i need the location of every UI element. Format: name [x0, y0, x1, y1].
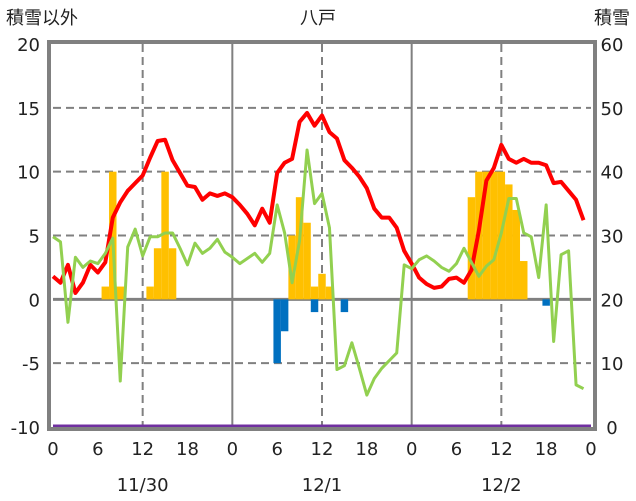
- yellow-bar: [109, 171, 117, 300]
- yellow-bar: [303, 222, 311, 300]
- lines: [51, 110, 591, 428]
- left-tick-label: -10: [11, 418, 40, 439]
- x-tick-label: 6: [451, 439, 462, 460]
- x-tick-label: 12: [311, 439, 334, 460]
- x-tick-label: 6: [271, 439, 282, 460]
- right-tick-label: 50: [601, 99, 624, 120]
- yellow-bar: [310, 286, 319, 300]
- blue-bar: [273, 299, 281, 364]
- blue-bar: [542, 299, 550, 306]
- yellow-bar: [153, 248, 162, 300]
- right-tick-label: 10: [601, 354, 624, 375]
- yellow-bar: [325, 286, 334, 300]
- x-tick-label: 18: [355, 439, 378, 460]
- left-axis-title: 積雪以外: [6, 8, 78, 29]
- date-label: 12/1: [302, 475, 342, 496]
- x-tick-label: 12: [131, 439, 154, 460]
- plot-border: [47, 40, 597, 431]
- right-tick-label: 20: [601, 290, 624, 311]
- red-series-line: [51, 110, 586, 295]
- yellow-bar: [467, 197, 476, 300]
- yellow-bar: [146, 286, 154, 300]
- right-axis-title: 積雪: [594, 8, 630, 29]
- right-tick-label: 30: [601, 227, 624, 248]
- yellow-bar: [520, 261, 528, 300]
- blue-bar: [280, 299, 289, 332]
- plot-frame: [47, 40, 597, 431]
- yellow-bar: [490, 171, 498, 300]
- x-tick-label: 0: [227, 439, 238, 460]
- x-tick-label: 6: [92, 439, 103, 460]
- left-tick-label: 0: [29, 290, 40, 311]
- x-tick-label: 18: [535, 439, 558, 460]
- yellow-bar: [161, 171, 169, 300]
- left-tick-label: 5: [29, 227, 40, 248]
- right-tick-label: 0: [606, 418, 617, 439]
- chart-title: 八戸: [300, 8, 336, 29]
- right-tick-label: 60: [601, 35, 624, 56]
- yellow-bar: [318, 273, 326, 300]
- yellow-bar: [116, 286, 124, 300]
- left-tick-label: 20: [17, 35, 40, 56]
- x-tick-label: 18: [176, 439, 199, 460]
- yellow-bar: [288, 235, 296, 300]
- x-tick-label: 0: [406, 439, 417, 460]
- date-label: 11/30: [117, 475, 169, 496]
- right-tick-label: 40: [601, 163, 624, 184]
- yellow-bar: [101, 286, 110, 300]
- x-tick-label: 0: [47, 439, 58, 460]
- yellow-bar: [482, 171, 491, 300]
- yellow-bar: [505, 184, 513, 300]
- x-tick-label: 0: [585, 439, 596, 460]
- blue-bar: [310, 299, 319, 313]
- left-tick-label: 15: [17, 99, 40, 120]
- left-tick-label: -5: [22, 354, 40, 375]
- left-tick-label: 10: [17, 163, 40, 184]
- yellow-bar: [168, 248, 177, 300]
- blue-bar: [340, 299, 349, 313]
- yellow-bar: [512, 209, 521, 300]
- x-tick-label: 12: [490, 439, 513, 460]
- date-label: 12/2: [481, 475, 521, 496]
- green-series-line: [52, 148, 585, 397]
